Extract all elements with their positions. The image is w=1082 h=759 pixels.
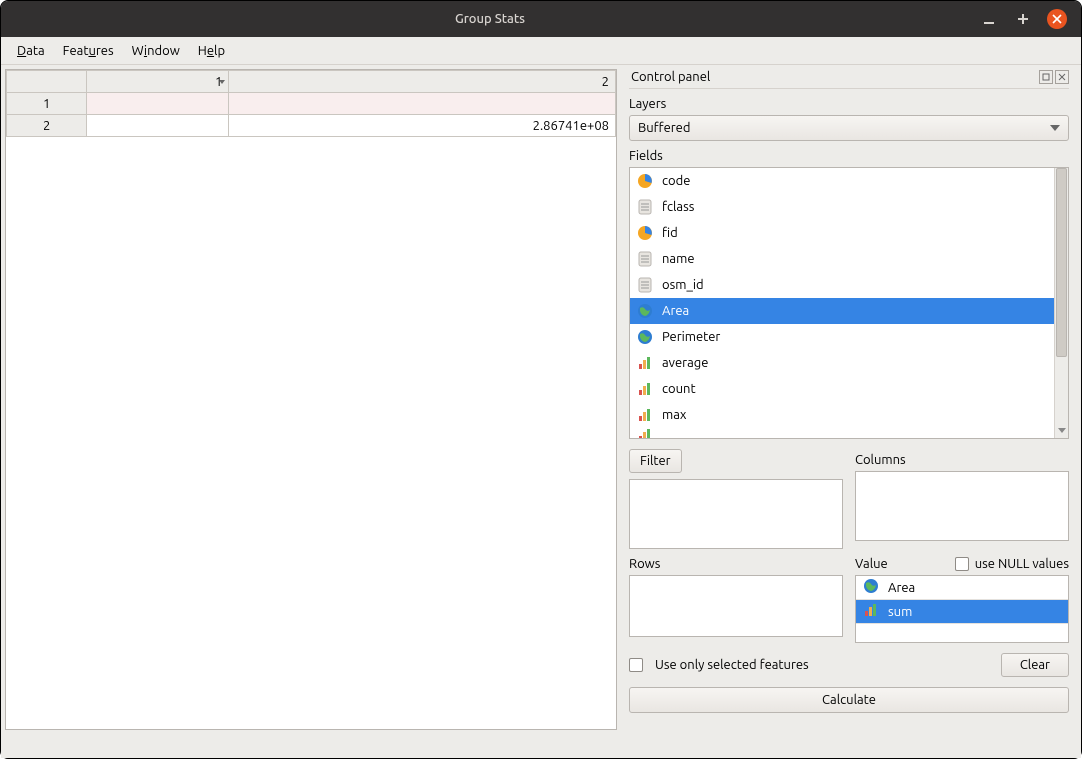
bars-icon xyxy=(636,406,654,424)
filter-button[interactable]: Filter xyxy=(629,449,682,473)
field-item-count[interactable]: count xyxy=(630,376,1054,402)
field-label: Perimeter xyxy=(662,330,720,344)
globe-icon xyxy=(862,577,880,598)
menu-help[interactable]: Help xyxy=(190,40,233,62)
field-label: Area xyxy=(662,304,689,318)
field-label: code xyxy=(662,174,690,188)
pie-icon xyxy=(636,172,654,190)
maximize-button[interactable] xyxy=(1013,9,1033,29)
use-null-checkbox[interactable] xyxy=(955,557,969,571)
field-label: max xyxy=(662,408,686,422)
bars-icon xyxy=(636,428,654,438)
minimize-button[interactable] xyxy=(979,9,999,29)
col-header-1[interactable]: 1 xyxy=(87,71,229,93)
pie-icon xyxy=(636,224,654,242)
value-label-text: Area xyxy=(888,581,915,595)
menubar: Data Features Window Help xyxy=(1,37,1081,65)
field-label: average xyxy=(662,356,708,370)
field-label: fclass xyxy=(662,200,694,214)
fields-list[interactable]: code fclass fid name osm_id Area Perimeter aver… xyxy=(630,168,1054,438)
value-label: Value xyxy=(855,557,888,571)
close-icon xyxy=(1058,73,1066,81)
menu-data[interactable]: Data xyxy=(9,40,53,62)
doc-icon xyxy=(636,250,654,268)
value-item-empty[interactable] xyxy=(856,624,1068,643)
cell[interactable] xyxy=(87,115,229,137)
rows-label: Rows xyxy=(629,557,843,571)
field-item-fclass[interactable]: fclass xyxy=(630,194,1054,220)
layers-label: Layers xyxy=(629,97,1069,111)
close-panel-button[interactable] xyxy=(1055,70,1069,84)
close-icon xyxy=(1052,14,1062,24)
fields-scrollbar[interactable] xyxy=(1054,168,1068,438)
field-label: fid xyxy=(662,226,678,240)
dock-icon xyxy=(1042,73,1050,81)
filter-dropbox[interactable] xyxy=(629,479,843,549)
rows-dropbox[interactable] xyxy=(629,575,843,637)
window-title: Group Stats xyxy=(1,12,979,26)
bars-icon xyxy=(862,601,880,622)
use-only-selected-label: Use only selected features xyxy=(655,658,809,672)
close-button[interactable] xyxy=(1047,9,1067,29)
doc-icon xyxy=(636,276,654,294)
field-item-perimeter[interactable]: Perimeter xyxy=(630,324,1054,350)
value-label-text: sum xyxy=(888,605,912,619)
use-null-label: use NULL values xyxy=(975,557,1069,571)
field-item-partial[interactable] xyxy=(630,428,1054,438)
field-item-average[interactable]: average xyxy=(630,350,1054,376)
control-panel-title: Control panel xyxy=(629,70,1039,84)
calculate-button[interactable]: Calculate xyxy=(629,687,1069,713)
results-table: 1 2 1 2 2.86741e+08 xyxy=(6,70,616,137)
columns-label: Columns xyxy=(855,453,1069,467)
sort-arrow-icon xyxy=(218,75,226,89)
columns-dropbox[interactable] xyxy=(855,471,1069,541)
value-dropbox[interactable]: Area sum xyxy=(855,575,1069,643)
field-item-fid[interactable]: fid xyxy=(630,220,1054,246)
dock-button[interactable] xyxy=(1039,70,1053,84)
field-label: name xyxy=(662,252,695,266)
results-pane: 1 2 1 2 2.86741e+08 xyxy=(1,65,623,758)
titlebar: Group Stats xyxy=(1,1,1081,37)
minimize-icon xyxy=(982,12,996,26)
use-only-selected-checkbox[interactable] xyxy=(629,658,643,672)
col-header-2[interactable]: 2 xyxy=(229,71,616,93)
value-item-sum[interactable]: sum xyxy=(856,600,1068,624)
value-item-area[interactable]: Area xyxy=(856,576,1068,600)
table-corner xyxy=(7,71,87,93)
field-label: osm_id xyxy=(662,278,704,292)
globe-icon xyxy=(636,328,654,346)
layers-combo[interactable]: Buffered xyxy=(629,115,1069,141)
cell[interactable] xyxy=(229,93,616,115)
cell[interactable]: 2.86741e+08 xyxy=(229,115,616,137)
bars-icon xyxy=(636,380,654,398)
layers-selected: Buffered xyxy=(638,121,1050,135)
field-label: count xyxy=(662,382,696,396)
field-item-code[interactable]: code xyxy=(630,168,1054,194)
chevron-down-icon xyxy=(1050,125,1060,131)
fields-listbox: code fclass fid name osm_id Area Perimeter aver… xyxy=(629,167,1069,439)
cell[interactable] xyxy=(87,93,229,115)
menu-features[interactable]: Features xyxy=(55,40,122,62)
bars-icon xyxy=(636,354,654,372)
scrollbar-thumb[interactable] xyxy=(1056,168,1067,357)
fields-label: Fields xyxy=(629,149,1069,163)
plus-icon xyxy=(1016,12,1030,26)
row-header[interactable]: 2 xyxy=(7,115,87,137)
results-table-wrap: 1 2 1 2 2.86741e+08 xyxy=(5,69,617,730)
menu-window[interactable]: Window xyxy=(124,40,188,62)
clear-button[interactable]: Clear xyxy=(1001,653,1069,677)
control-panel: Control panel Layers Buffered Fields cod… xyxy=(623,65,1081,758)
row-header[interactable]: 1 xyxy=(7,93,87,115)
table-row: 2 2.86741e+08 xyxy=(7,115,616,137)
scroll-down-icon xyxy=(1055,425,1068,437)
field-item-osm_id[interactable]: osm_id xyxy=(630,272,1054,298)
globe-icon xyxy=(636,302,654,320)
table-row: 1 xyxy=(7,93,616,115)
doc-icon xyxy=(636,198,654,216)
field-item-max[interactable]: max xyxy=(630,402,1054,428)
field-item-name[interactable]: name xyxy=(630,246,1054,272)
field-item-area[interactable]: Area xyxy=(630,298,1054,324)
